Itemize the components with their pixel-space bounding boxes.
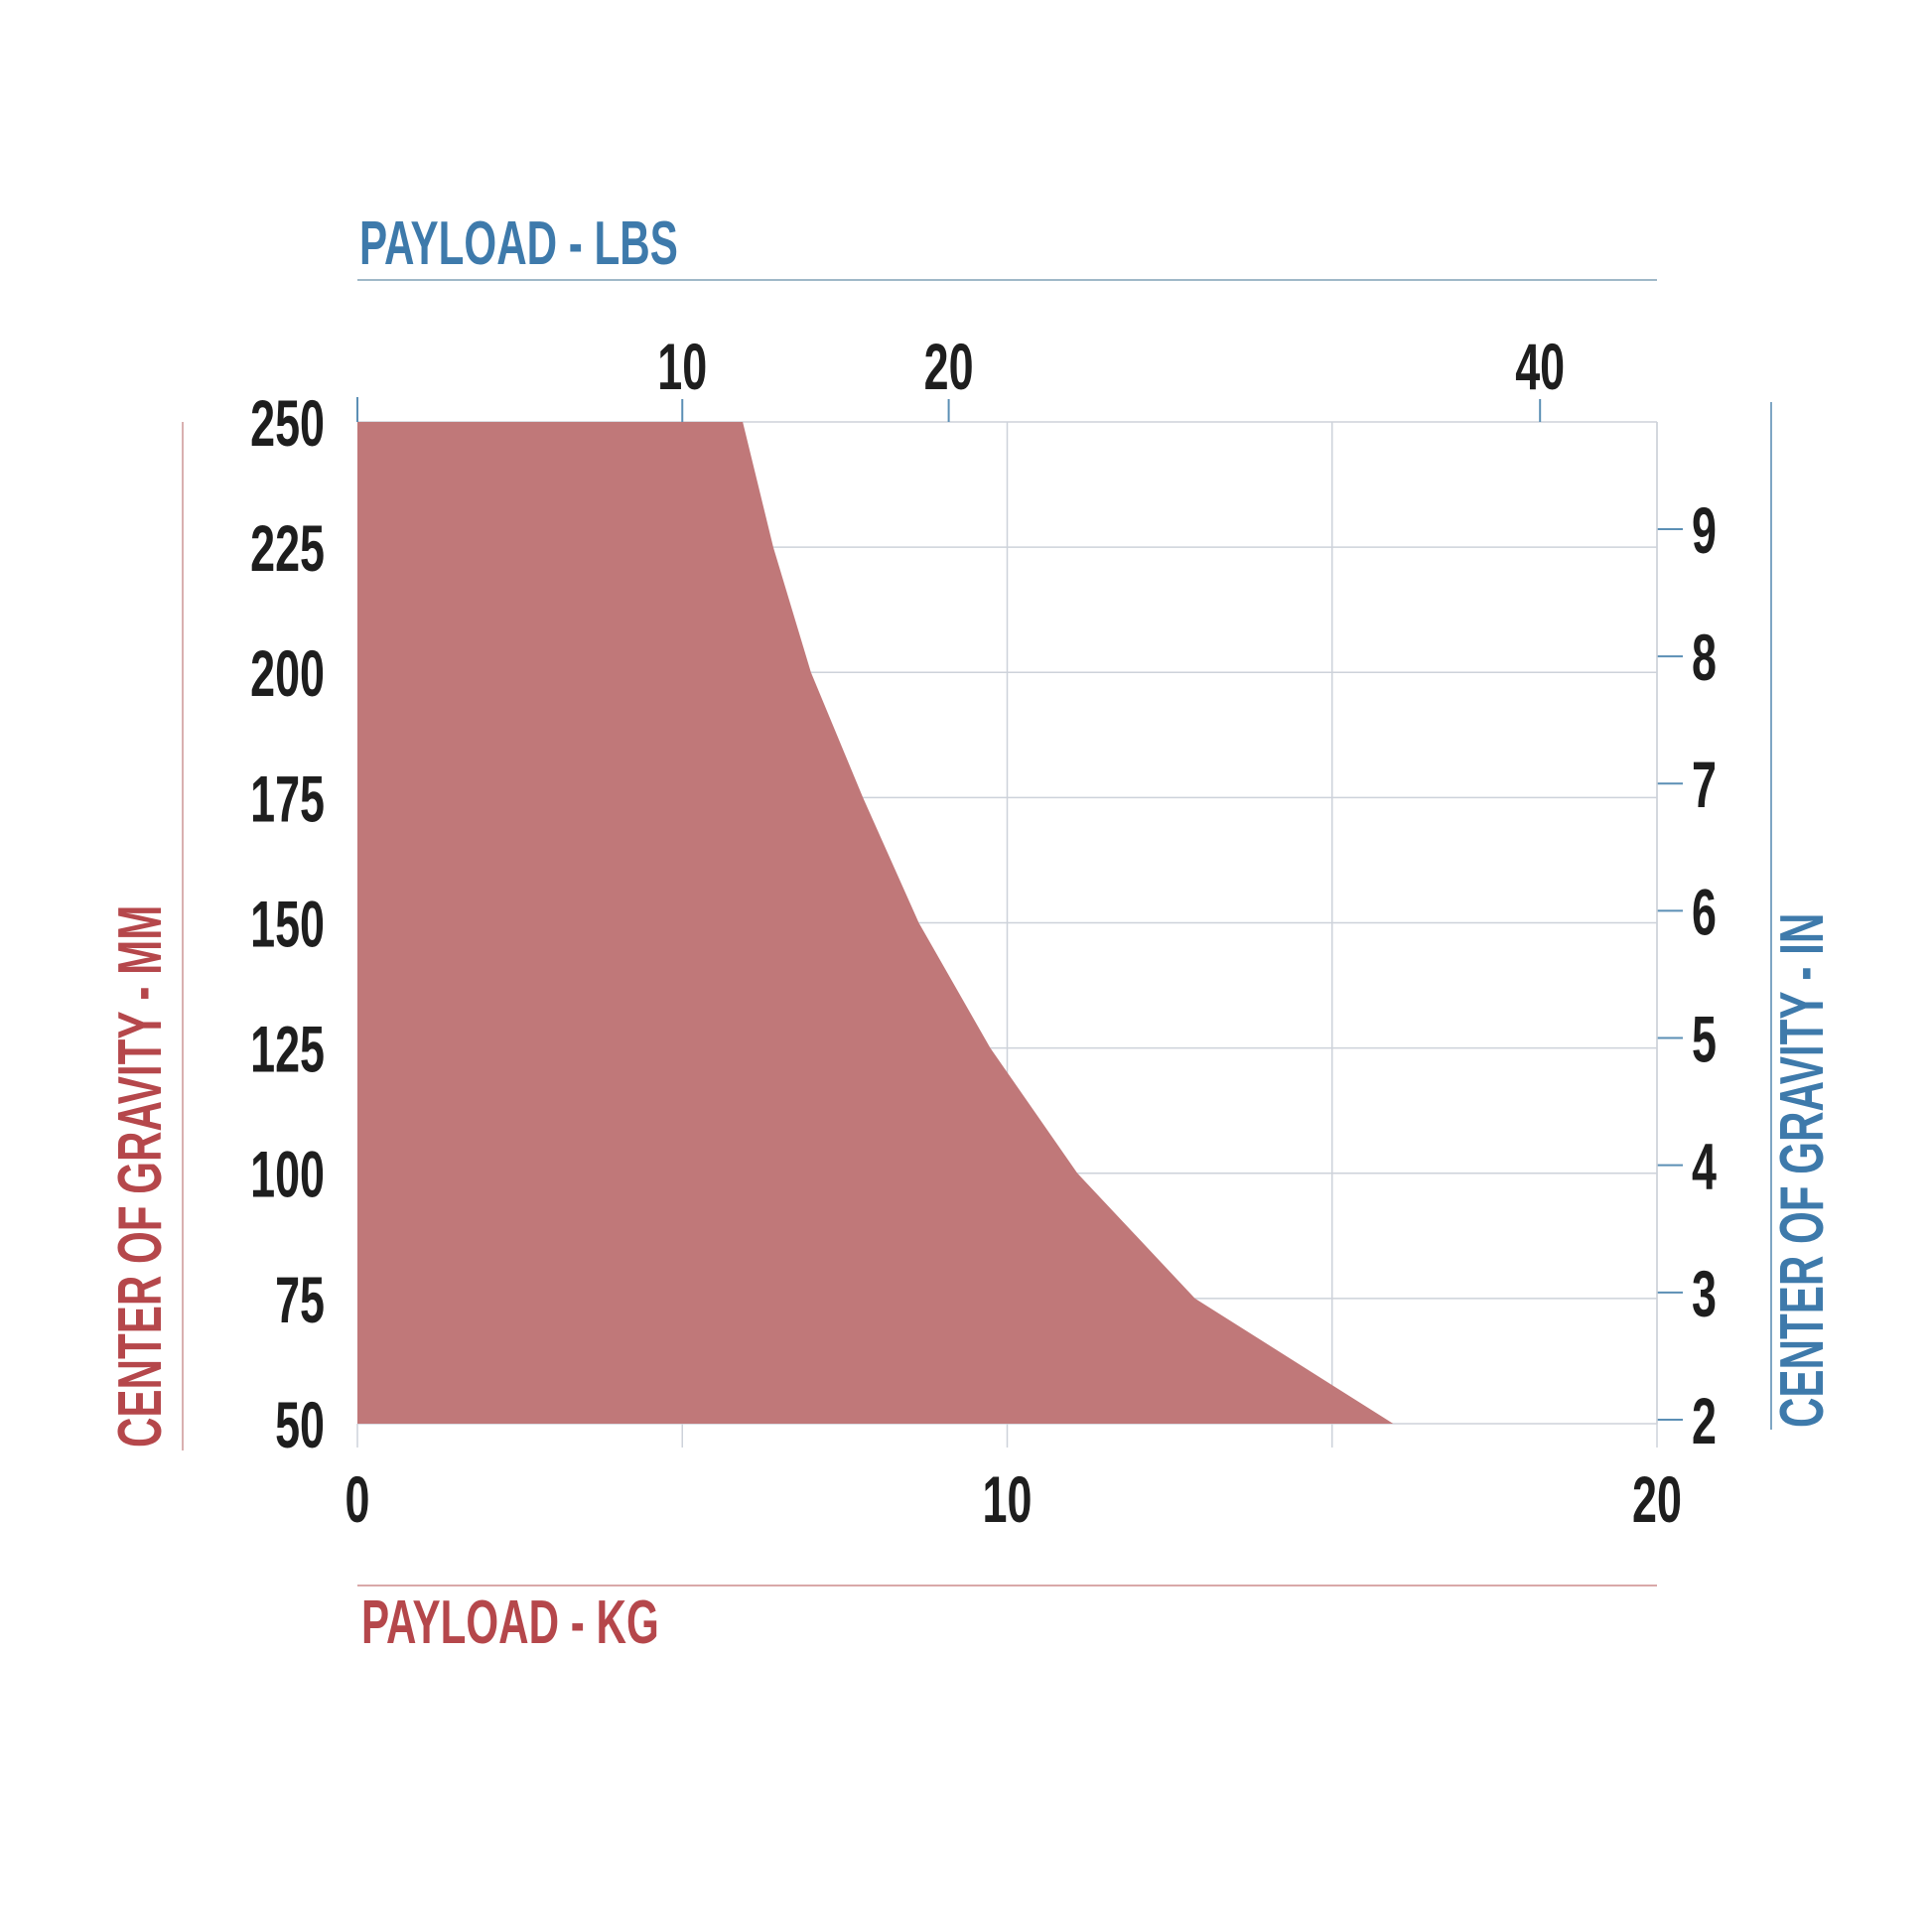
x-tick-label: 10	[983, 1462, 1033, 1536]
y-tick-label: 200	[250, 637, 325, 711]
right-tick-label: 4	[1692, 1130, 1717, 1203]
y-axis-title: CENTER OF GRAVITY - MM	[106, 905, 175, 1448]
top-tick-label: 10	[657, 330, 707, 403]
x-axis-title: PAYLOAD - KG	[361, 1588, 659, 1657]
y-tick-label: 225	[250, 511, 325, 585]
y-tick-label: 75	[275, 1263, 325, 1336]
right-tick-label: 8	[1692, 621, 1717, 694]
y-tick-label: 175	[250, 762, 325, 836]
right-tick-label: 5	[1692, 1003, 1717, 1076]
y-tick-label: 250	[250, 386, 325, 460]
top-tick-label: 20	[924, 330, 974, 403]
y-tick-label: 150	[250, 888, 325, 961]
payload-area	[357, 422, 1394, 1424]
x-tick-label: 0	[345, 1462, 370, 1536]
top-axis-title: PAYLOAD - LBS	[359, 209, 678, 278]
right-tick-label: 7	[1692, 749, 1717, 822]
y-tick-label: 50	[275, 1388, 325, 1461]
y-tick-label: 125	[250, 1013, 325, 1086]
right-tick-label: 6	[1692, 876, 1717, 949]
right-tick-label: 2	[1692, 1384, 1717, 1457]
top-tick-label: 40	[1515, 330, 1565, 403]
right-tick-label: 9	[1692, 493, 1717, 567]
x-tick-label: 20	[1632, 1462, 1682, 1536]
y-tick-label: 100	[250, 1138, 325, 1211]
right-axis-title: CENTER OF GRAVITY - IN	[1768, 913, 1837, 1428]
right-tick-label: 3	[1692, 1257, 1717, 1330]
axes: 50 75 100 125 150 175 200 225 250 0 10 20 10 20 40 2 3 4 5…	[182, 279, 1772, 1586]
